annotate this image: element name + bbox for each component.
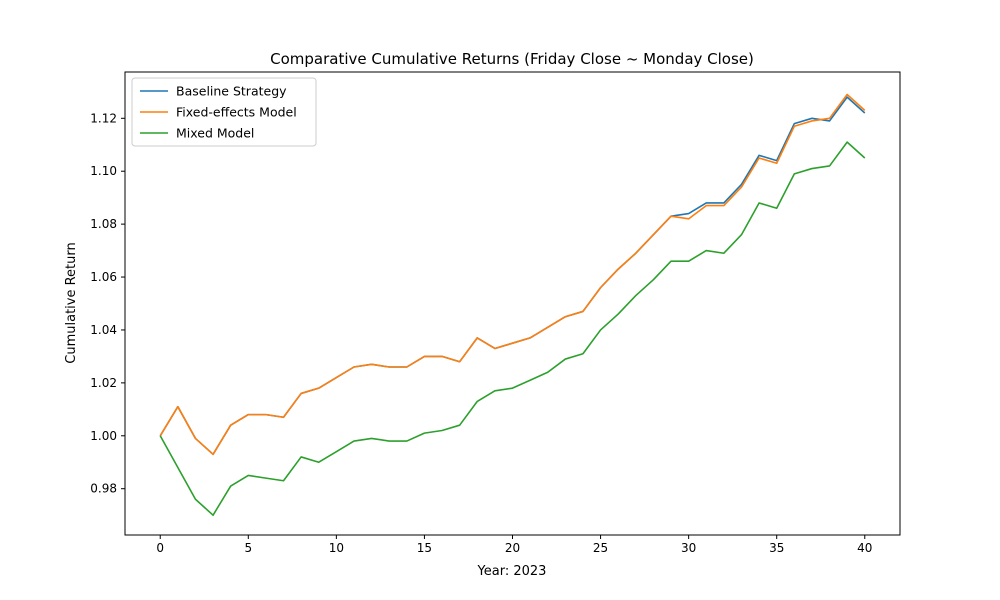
y-tick-label: 1.02 — [90, 376, 117, 390]
legend-box — [131, 77, 317, 147]
y-axis-label: Cumulative Return — [64, 242, 79, 363]
x-axis: 0 5 10 15 20 25 30 35 40 — [156, 535, 872, 555]
legend-label: Mixed Model — [176, 126, 254, 141]
legend: Baseline Strategy Fixed-effects Model Mixe… — [131, 77, 317, 147]
plot-frame — [124, 71, 901, 536]
y-tick-label: 1.10 — [90, 164, 117, 178]
x-tick-label: 35 — [769, 541, 784, 555]
legend-label: Fixed-effects Model — [176, 105, 297, 120]
x-tick-label: 10 — [329, 541, 344, 555]
x-tick-label: 40 — [857, 541, 872, 555]
series-line-fixed-effects-model — [159, 93, 866, 456]
chart-title: Comparative Cumulative Returns (Friday C… — [270, 50, 754, 68]
legend-label: Baseline Strategy — [176, 84, 287, 99]
x-tick-label: 30 — [681, 541, 696, 555]
x-tick-label: 0 — [156, 541, 164, 555]
x-tick-label: 15 — [417, 541, 432, 555]
y-tick-label: 1.04 — [90, 323, 117, 337]
x-tick-label: 5 — [244, 541, 252, 555]
x-axis-label: Year: 2023 — [477, 564, 547, 579]
plot-area — [124, 71, 901, 536]
series-line-mixed-model — [159, 141, 866, 516]
series-layer — [159, 93, 866, 516]
y-axis: 0.98 1.00 1.02 1.04 1.06 1.08 1.10 1.12 — [90, 111, 125, 496]
y-tick-label: 1.08 — [90, 217, 117, 231]
y-tick-label: 1.06 — [90, 270, 117, 284]
y-tick-label: 1.00 — [90, 429, 117, 443]
x-tick-label: 20 — [505, 541, 520, 555]
x-tick-label: 25 — [593, 541, 608, 555]
y-tick-label: 0.98 — [90, 482, 117, 496]
y-tick-label: 1.12 — [90, 111, 117, 125]
